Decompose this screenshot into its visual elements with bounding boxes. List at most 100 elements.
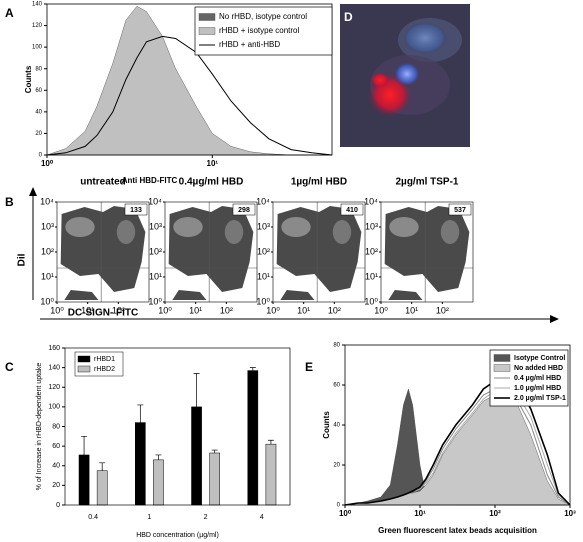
y-tick-label: 120 [32,23,43,29]
y-tick-label: 140 [32,2,43,8]
y-tick-label: 40 [333,423,340,429]
y-tick-label: 20 [35,131,42,137]
y-tick-label: 0 [337,503,341,509]
x-axis-label: DC-SIGN- FITC [68,308,139,319]
x-tick-label: 10⁰ [41,159,54,168]
y-tick-label: 60 [333,383,340,389]
y-tick-label: 100 [32,45,43,51]
y-tick-label: 10³ [41,221,54,231]
x-tick-label: 10¹ [297,305,310,315]
legend-swatch [77,365,91,373]
plot-title: 2µg/ml TSP-1 [396,177,459,188]
x-tick-label: 2 [204,514,208,521]
y-tick-label: 160 [48,345,60,352]
bar [153,459,164,506]
count-label: 537 [454,207,466,214]
density-core [224,220,244,244]
x-axis-label: Green fluorescent latex beads acquisitio… [378,526,537,535]
y-tick-label: 10¹ [365,271,378,281]
y-tick-label: 120 [48,384,60,391]
y-tick-label: 20 [52,482,60,489]
error-bar [249,367,256,371]
plot-title: 1µg/ml HBD [291,177,347,188]
count-box [448,203,472,216]
bar [78,454,90,506]
y-tick-label: 40 [35,109,42,115]
legend-label: No rHBD, isotype control [219,12,307,21]
x-tick-label: 10¹ [414,509,426,518]
legend-box [194,6,333,56]
legend-label: 0.4 µg/ml HBD [514,375,561,382]
legend-label: rHBD + isotype control [219,26,299,35]
y-tick-label: 0 [56,502,60,509]
panel-label: E [305,360,313,374]
legend-swatch [198,27,216,35]
plot-title: untreated [80,177,126,188]
legend-swatch [198,13,216,21]
count-box [232,203,256,216]
plot-frame [344,344,571,506]
y-tick-label: 10¹ [41,271,54,281]
y-axis-label: Counts [24,65,33,93]
count-label: 298 [238,207,250,214]
x-tick-label: 10⁰ [50,305,64,315]
density-cloud [172,290,207,300]
arrow-head [550,315,559,323]
y-tick-label: 10⁴ [40,196,54,206]
y-tick-label: 60 [35,88,42,94]
y-tick-label: 80 [52,423,60,430]
density-core [116,220,136,244]
y-tick-label: 10⁴ [148,196,162,206]
x-tick-label: 10¹ [405,305,418,315]
legend-label: Isotype Control [514,355,565,362]
bar [265,443,277,506]
x-tick-label: 10¹ [81,305,94,315]
y-tick-label: 10⁰ [364,296,378,306]
y-tick-label: 10³ [257,221,270,231]
count-box [124,203,148,216]
legend-swatch [493,364,511,372]
bar [247,370,259,506]
y-tick-label: 20 [333,463,340,469]
y-tick-label: 10¹ [257,271,270,281]
x-tick-label: 10⁰ [339,509,352,518]
count-label: 410 [346,207,358,214]
histogram-area [344,394,571,506]
y-tick-label: 10² [41,246,54,256]
legend-label: 2.0 µg/ml TSP-1 [514,395,566,402]
y-tick-label: 10² [149,246,162,256]
x-tick-label: 10² [489,509,501,518]
density-core [281,217,311,237]
x-tick-label: 10² [112,305,125,315]
y-tick-label: 40 [52,463,60,470]
density-core [173,217,203,237]
density-cloud [388,290,423,300]
y-tick-label: 10⁰ [148,296,162,306]
x-tick-label: 10¹ [189,305,202,315]
x-tick-label: 10⁰ [374,305,388,315]
y-tick-label: 10¹ [149,271,162,281]
x-tick-label: 10³ [564,509,576,518]
legend-label: No added HBD [514,365,563,372]
y-tick-label: 100 [48,404,60,411]
density-cloud [64,290,99,300]
error-bar [193,373,200,407]
legend-label: rHBD1 [94,356,115,363]
bar [209,452,220,506]
bar [135,422,146,506]
y-tick-label: 10³ [365,221,378,231]
density-core [65,217,95,237]
x-tick-label: 10² [220,305,233,315]
x-tick-label: 10⁰ [266,305,280,315]
legend-swatch [77,355,91,363]
plot-frame [46,3,333,156]
y-tick-label: 10⁴ [256,196,270,206]
error-bar [81,435,88,455]
plot-frame [64,347,291,506]
y-axis-label: % of Increase in rHBD-dependent uptake [36,363,43,491]
error-bar [137,404,144,423]
count-label: 133 [130,207,142,214]
x-tick-label: 0.4 [88,514,98,521]
